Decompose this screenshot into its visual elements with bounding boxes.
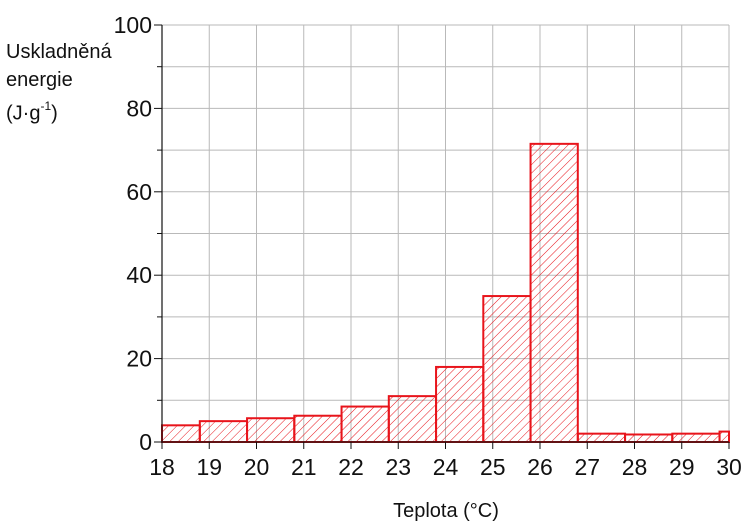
- bar-3: [247, 418, 294, 442]
- y-axis-unit-suffix: ): [51, 103, 58, 125]
- y-axis-label-line2: energie: [6, 68, 73, 92]
- x-tick-labels: 18 19 20 21 22 23 24 25 26 27 28 29 30: [149, 454, 742, 480]
- bar-13: [720, 432, 729, 442]
- x-tick-label-20: 20: [244, 454, 270, 480]
- bar-9: [531, 144, 578, 442]
- x-tick-label-30: 30: [716, 454, 742, 480]
- x-tick-label-22: 22: [338, 454, 364, 480]
- x-tick-label-23: 23: [385, 454, 411, 480]
- x-tick-label-18: 18: [149, 454, 175, 480]
- bar-1: [162, 425, 200, 442]
- bar-6: [389, 396, 436, 442]
- bar-2: [200, 421, 247, 442]
- x-tick-label-21: 21: [291, 454, 317, 480]
- x-tick-label-29: 29: [669, 454, 695, 480]
- bar-7: [436, 367, 483, 442]
- x-tick-label-27: 27: [574, 454, 600, 480]
- bar-10: [578, 434, 625, 442]
- x-tick-label-25: 25: [480, 454, 506, 480]
- bar-4: [294, 416, 341, 442]
- y-tick-label-40: 40: [126, 262, 152, 288]
- bar-11: [625, 434, 672, 442]
- y-axis-label-line1: Uskladněná: [6, 40, 112, 64]
- y-tick-label-20: 20: [126, 346, 152, 372]
- y-tick-label-60: 60: [126, 179, 152, 205]
- bar-8: [483, 296, 530, 442]
- x-axis-label: Teplota (°C): [393, 500, 499, 522]
- x-tick-label-19: 19: [196, 454, 222, 480]
- x-tick-label-28: 28: [622, 454, 648, 480]
- x-tick-label-24: 24: [433, 454, 459, 480]
- y-tick-label-0: 0: [139, 429, 152, 455]
- y-tick-label-80: 80: [126, 95, 152, 121]
- bar-12: [672, 434, 719, 442]
- y-axis-unit-prefix: (J·g: [6, 103, 40, 125]
- bar-5: [342, 407, 389, 442]
- y-axis-unit-superscript: -1: [40, 99, 51, 113]
- y-tick-labels: 0 20 40 60 80 100: [114, 12, 152, 455]
- y-axis-label-line3: (J·g-1): [6, 96, 58, 126]
- y-tick-label-100: 100: [114, 12, 152, 38]
- x-tick-label-26: 26: [527, 454, 553, 480]
